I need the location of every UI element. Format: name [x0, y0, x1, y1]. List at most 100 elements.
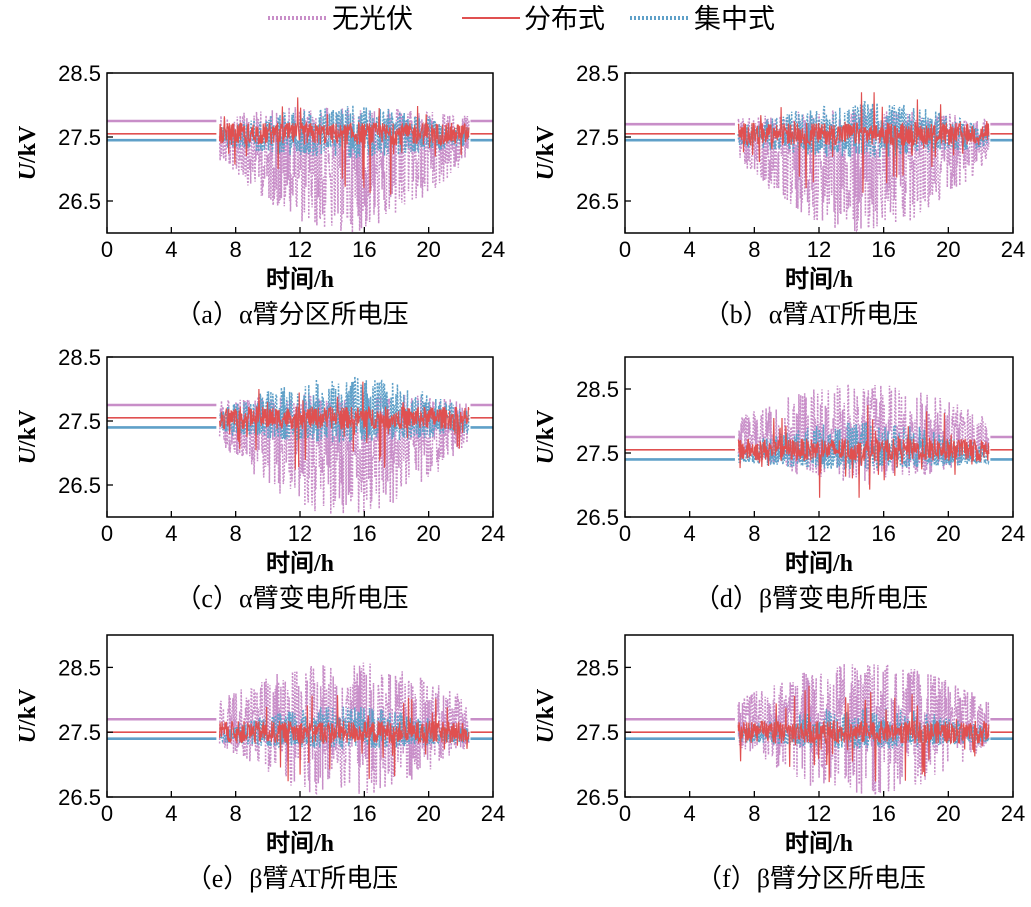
panel-c-xtick-label: 16: [352, 521, 376, 546]
panel-c-caption: （c）α臂变电所电压: [175, 584, 408, 613]
legend-label-no-pv: 无光伏: [332, 4, 413, 34]
panel-f-ylabel-symbol: U: [533, 724, 559, 743]
panel-a-distributed-trace: [219, 97, 470, 195]
panel-d-xlabel: 时间/h: [785, 550, 853, 577]
panel-c-xtick-label: 24: [481, 521, 505, 546]
panel-e-distributed-trace: [219, 695, 470, 782]
panel-b-ytick-label: 26.5: [576, 189, 619, 214]
panel-a-series: [107, 97, 493, 233]
panel-e-xtick-label: 12: [288, 801, 312, 826]
panel-b-xtick-label: 0: [619, 237, 631, 262]
legend-entry-centralized: 集中式: [630, 4, 775, 34]
panel-c-distributed-trace: [219, 381, 470, 470]
panel-d-distributed-trace: [737, 405, 990, 498]
panel-f-xtick-label: 16: [871, 801, 895, 826]
panel-b-ytick-label: 27.5: [576, 125, 619, 150]
panel-e-ytick-label: 28.5: [58, 655, 101, 680]
panel-f-xtick-label: 4: [684, 801, 696, 826]
panel-b-xtick-label: 4: [684, 237, 696, 262]
panel-a-ylabel-symbol: U: [15, 161, 41, 180]
panel-a-caption: （a）α臂分区所电压: [175, 300, 408, 329]
panel-a-ytick-label: 28.5: [58, 61, 101, 86]
legend-label-distributed: 分布式: [524, 4, 605, 34]
panel-f-xtick-label: 0: [619, 801, 631, 826]
panel-d-xtick-label: 20: [936, 521, 960, 546]
panel-b-xtick-label: 16: [871, 237, 895, 262]
panel-d-ylabel-symbol: U: [533, 445, 559, 464]
panel-c-xlabel: 时间/h: [266, 550, 334, 577]
panel-f-xtick-label: 12: [807, 801, 831, 826]
panel-c-xtick-label: 0: [101, 521, 113, 546]
panel-f: 0 4 8 12 16 20 24 26.5 27.5 28.5 时间/h U/kV （f）β臂分区所电…: [533, 634, 1025, 893]
panel-a-no-pv-trace: [218, 107, 470, 233]
panel-d-caption: （d）β臂变电所电压: [694, 584, 928, 613]
panel-a-xtick-label: 24: [481, 237, 505, 262]
panel-b-xlabel: 时间/h: [785, 266, 853, 293]
panel-e-xtick-label: 8: [230, 801, 242, 826]
panel-b-xtick-label: 20: [936, 237, 960, 262]
panel-c-ytick-label: 27.5: [58, 409, 101, 434]
panel-a-ylabel-unit: /kV: [15, 125, 41, 164]
panel-b-ytick-label: 28.5: [576, 61, 619, 86]
panel-a-ytick-label: 26.5: [58, 189, 101, 214]
panel-e-ylabel: U/kV: [15, 688, 41, 743]
panel-b-series: [625, 92, 1013, 233]
panel-e-ytick-label: 27.5: [58, 720, 101, 745]
panel-f-xtick-label: 20: [936, 801, 960, 826]
panel-b-distributed-trace: [737, 92, 990, 193]
panel-d-xtick-label: 16: [871, 521, 895, 546]
panel-b-ylabel-unit: /kV: [533, 125, 559, 164]
panel-b-xtick-label: 8: [748, 237, 760, 262]
panel-e-ytick-label: 26.5: [58, 785, 101, 810]
panel-d-series: [625, 384, 1013, 498]
panel-d-xtick-label: 8: [748, 521, 760, 546]
legend-entry-no-pv: 无光伏: [268, 4, 413, 34]
panel-e-series: [107, 662, 493, 796]
panel-c-series: [107, 376, 493, 515]
panel-e-xlabel: 时间/h: [266, 830, 334, 857]
panel-f-series: [625, 663, 1013, 795]
panel-a-xtick-label: 20: [416, 237, 440, 262]
panel-f-ylabel: U/kV: [533, 688, 559, 743]
panel-c-ylabel-unit: /kV: [15, 409, 41, 448]
panel-b-xtick-label: 24: [1001, 237, 1025, 262]
panel-e-xtick-label: 24: [481, 801, 505, 826]
panel-b-ylabel-symbol: U: [533, 161, 559, 180]
panel-f-distributed-trace: [737, 685, 990, 783]
panel-c-xtick-label: 20: [416, 521, 440, 546]
panel-e: 0 4 8 12 16 20 24 26.5 27.5 28.5 时间/h U/kV （e）β臂AT所电…: [15, 634, 505, 893]
panel-d-xtick-label: 24: [1001, 521, 1025, 546]
panel-e-no-pv-trace: [218, 662, 470, 796]
panel-a-xtick-label: 16: [352, 237, 376, 262]
panel-a: 0 4 8 12 16 20 24 26.5 27.5 28.5 时间/h U/kV （a）α臂分区所电…: [15, 61, 505, 329]
panel-d-xtick-label: 12: [807, 521, 831, 546]
panel-e-xtick-label: 20: [416, 801, 440, 826]
panel-f-xtick-label: 8: [748, 801, 760, 826]
panel-d-ytick-label: 26.5: [576, 505, 619, 530]
panel-b-ylabel: U/kV: [533, 125, 559, 180]
panel-f-xlabel: 时间/h: [785, 830, 853, 857]
panel-c-ylabel-symbol: U: [15, 445, 41, 464]
panel-c-xtick-label: 8: [230, 521, 242, 546]
panel-d-xtick-label: 4: [684, 521, 696, 546]
panel-e-xtick-label: 0: [101, 801, 113, 826]
panel-c-ytick-label: 28.5: [58, 345, 101, 370]
panel-f-xtick-label: 24: [1001, 801, 1025, 826]
panel-c: 0 4 8 12 16 20 24 26.5 27.5 28.5 时间/h U/kV （c）α臂变电所电…: [15, 345, 505, 613]
panel-f-ytick-label: 26.5: [576, 785, 619, 810]
panel-f-ylabel-unit: /kV: [533, 688, 559, 727]
panel-d-ylabel-unit: /kV: [533, 409, 559, 448]
panel-b-caption: （b）α臂AT所电压: [704, 300, 918, 329]
legend: 无光伏 分布式 集中式: [268, 4, 775, 34]
panel-e-ylabel-unit: /kV: [15, 688, 41, 727]
panel-e-caption: （e）β臂AT所电压: [186, 864, 399, 893]
panel-e-ylabel-symbol: U: [15, 724, 41, 743]
panel-a-xlabel: 时间/h: [266, 266, 334, 293]
panel-f-ytick-label: 28.5: [576, 655, 619, 680]
panel-a-xtick-label: 0: [101, 237, 113, 262]
legend-entry-distributed: 分布式: [462, 4, 605, 34]
panel-b-xtick-label: 12: [807, 237, 831, 262]
panel-e-xtick-label: 4: [165, 801, 177, 826]
panel-d-xtick-label: 0: [619, 521, 631, 546]
